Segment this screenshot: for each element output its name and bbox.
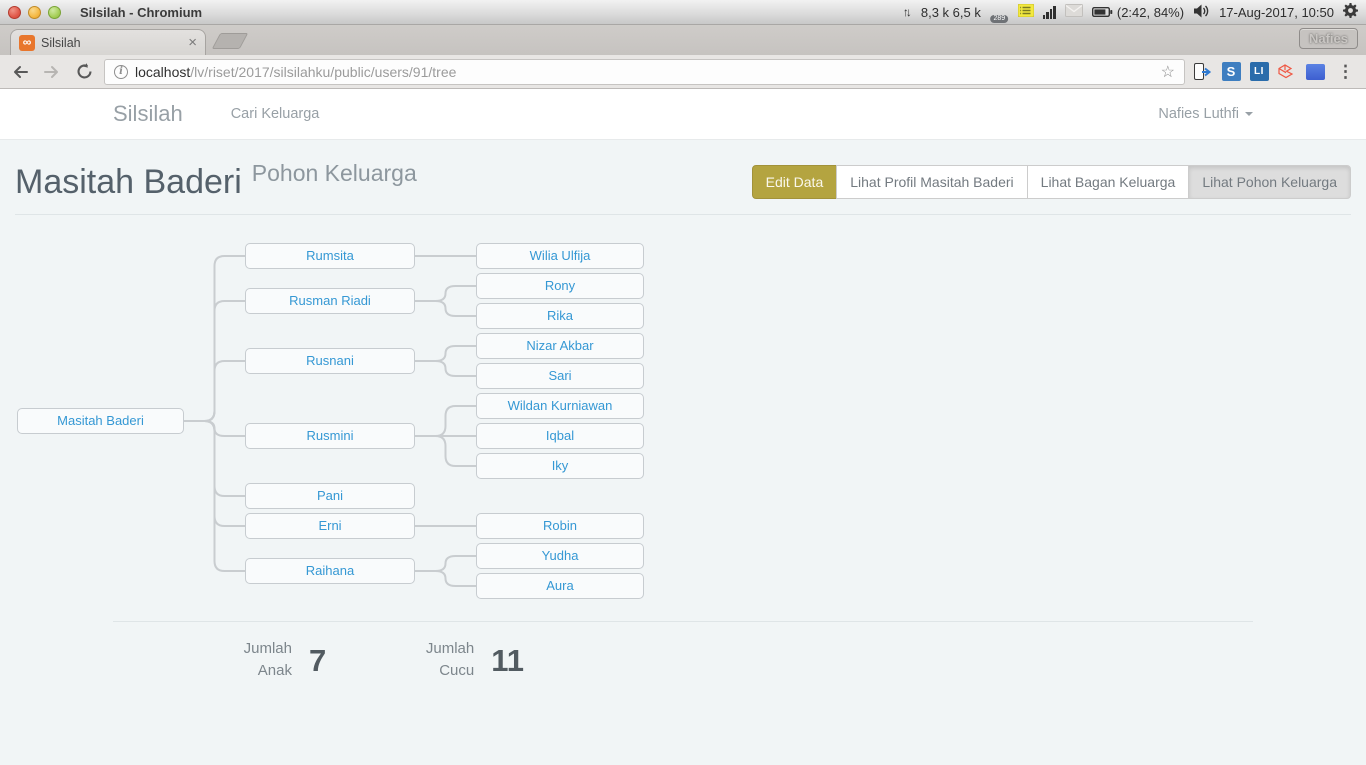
family-tree: Masitah Baderi Rumsita Wilia Ulfija Rusman … xyxy=(15,233,1351,611)
network-updown-icon[interactable]: ↑↓ xyxy=(902,5,912,19)
tab-strip: ∞ Silsilah × Nafies xyxy=(0,25,1366,55)
tree-node[interactable]: Masitah Baderi xyxy=(17,408,184,434)
battery-indicator[interactable]: (2:42, 84%) xyxy=(1091,4,1185,20)
window-minimize-button[interactable] xyxy=(28,5,41,19)
stat-anak: Jumlah Anak 7 xyxy=(230,638,327,682)
network-rates: 8,3 k 6,5 k xyxy=(920,4,981,20)
user-dropdown[interactable]: Nafies Luthfi xyxy=(1158,106,1253,122)
user-name: Nafies Luthfi xyxy=(1158,106,1239,122)
edit-data-button[interactable]: Edit Data xyxy=(751,165,838,199)
page-subtitle: Pohon Keluarga xyxy=(251,160,417,186)
notes-list-icon[interactable] xyxy=(1017,3,1035,20)
app-navbar: Silsilah Cari Keluarga Nafies Luthfi xyxy=(0,89,1366,140)
tree-node[interactable]: Sari xyxy=(476,363,644,389)
tree-connectors xyxy=(184,255,476,587)
view-button-group: Edit Data Lihat Profil Masitah Baderi Li… xyxy=(751,165,1351,199)
stats-divider xyxy=(113,621,1253,622)
lihat-bagan-button[interactable]: Lihat Bagan Keluarga xyxy=(1026,165,1190,199)
tree-node[interactable]: Iqbal xyxy=(476,423,644,449)
stat-anak-label: Jumlah Anak xyxy=(243,640,292,679)
lihat-pohon-button[interactable]: Lihat Pohon Keluarga xyxy=(1188,165,1351,199)
brand-link[interactable]: Silsilah xyxy=(113,101,183,126)
keyboard-indicator-badge: Nafies xyxy=(1298,28,1358,49)
ext-li-icon[interactable]: LI xyxy=(1249,62,1269,81)
tree-node[interactable]: Rusnani xyxy=(245,348,415,374)
stat-cucu-value: 11 xyxy=(491,643,525,678)
browser-menu-icon[interactable]: ⋮ xyxy=(1337,61,1354,81)
ext-laravel-icon[interactable] xyxy=(1277,62,1297,82)
tab-close-icon[interactable]: × xyxy=(188,33,197,51)
mail-icon[interactable] xyxy=(1064,4,1083,20)
page-header: Masitah Baderi Pohon Keluarga Edit Data … xyxy=(15,140,1351,204)
tree-node[interactable]: Nizar Akbar xyxy=(476,333,644,359)
url-path: /lv/riset/2017/silsilahku/public/users/9… xyxy=(190,63,457,80)
back-button[interactable] xyxy=(8,60,32,84)
chevron-down-icon xyxy=(1245,112,1253,116)
page-title: Masitah Baderi xyxy=(15,163,242,201)
url-text: localhost/lv/riset/2017/silsilahku/publi… xyxy=(135,64,456,80)
titlebar: Silsilah - Chromium ↑↓ 8,3 k 6,5 k 289 (… xyxy=(0,0,1366,25)
tree-node[interactable]: Rika xyxy=(476,303,644,329)
tree-node[interactable]: Raihana xyxy=(245,558,415,584)
system-tray: ↑↓ 8,3 k 6,5 k 289 (2:42, 84%) 17-Aug-20… xyxy=(902,3,1358,23)
tree-node[interactable]: Iky xyxy=(476,453,644,479)
stat-anak-value: 7 xyxy=(309,643,327,678)
signal-strength-icon[interactable] xyxy=(1042,5,1056,19)
tree-node[interactable]: Wildan Kurniawan xyxy=(476,393,644,419)
tree-node[interactable]: Rony xyxy=(476,273,644,299)
browser-toolbar: i localhost/lv/riset/2017/silsilahku/pub… xyxy=(0,55,1366,89)
new-tab-button[interactable] xyxy=(211,33,249,49)
site-info-icon[interactable]: i xyxy=(114,64,128,79)
lihat-profil-button[interactable]: Lihat Profil Masitah Baderi xyxy=(836,165,1028,199)
window-maximize-button[interactable] xyxy=(48,5,61,19)
window-title: Silsilah - Chromium xyxy=(80,4,203,20)
tree-node[interactable]: Erni xyxy=(245,513,415,539)
tree-node[interactable]: Wilia Ulfija xyxy=(476,243,644,269)
tree-node[interactable]: Rumsita xyxy=(245,243,415,269)
forward-button[interactable] xyxy=(40,60,64,84)
tab-title: Silsilah xyxy=(41,35,81,50)
stat-cucu: Jumlah Cucu 11 xyxy=(412,638,524,682)
bookmark-star-icon[interactable]: ☆ xyxy=(1160,63,1175,81)
stat-cucu-label: Jumlah Cucu xyxy=(425,640,475,679)
ext-blue-box-icon[interactable] xyxy=(1305,63,1325,80)
clock-datetime[interactable]: 17-Aug-2017, 10:50 xyxy=(1219,4,1334,20)
tree-node[interactable]: Robin xyxy=(476,513,644,539)
nav-link-cari-keluarga[interactable]: Cari Keluarga xyxy=(230,106,320,122)
reload-button[interactable] xyxy=(72,60,96,84)
stats-row: Jumlah Anak 7 Jumlah Cucu 11 xyxy=(15,638,1351,682)
window-close-button[interactable] xyxy=(8,5,21,19)
page-content: Masitah Baderi Pohon Keluarga Edit Data … xyxy=(0,140,1366,765)
browser-tab[interactable]: ∞ Silsilah × xyxy=(10,29,206,55)
tree-node[interactable]: Pani xyxy=(245,483,415,509)
gear-icon[interactable] xyxy=(1343,3,1358,21)
ext-mobile-icon[interactable] xyxy=(1193,62,1213,81)
url-host: localhost xyxy=(135,63,191,80)
tree-node[interactable]: Yudha xyxy=(476,543,644,569)
address-bar[interactable]: i localhost/lv/riset/2017/silsilahku/pub… xyxy=(104,58,1185,85)
tree-node[interactable]: Aura xyxy=(476,573,644,599)
header-divider xyxy=(15,214,1351,215)
app-badge-count: 289 xyxy=(990,14,1009,23)
xampp-favicon-icon: ∞ xyxy=(19,34,35,51)
ext-s-icon[interactable]: S xyxy=(1221,62,1241,81)
battery-status: (2:42, 84%) xyxy=(1116,4,1185,20)
battery-icon xyxy=(1091,7,1113,17)
volume-icon[interactable] xyxy=(1193,4,1210,21)
tree-node[interactable]: Rusman Riadi xyxy=(245,288,415,314)
app-indicator-icon[interactable]: 289 xyxy=(990,3,1009,23)
tree-node[interactable]: Rusmini xyxy=(245,423,415,449)
